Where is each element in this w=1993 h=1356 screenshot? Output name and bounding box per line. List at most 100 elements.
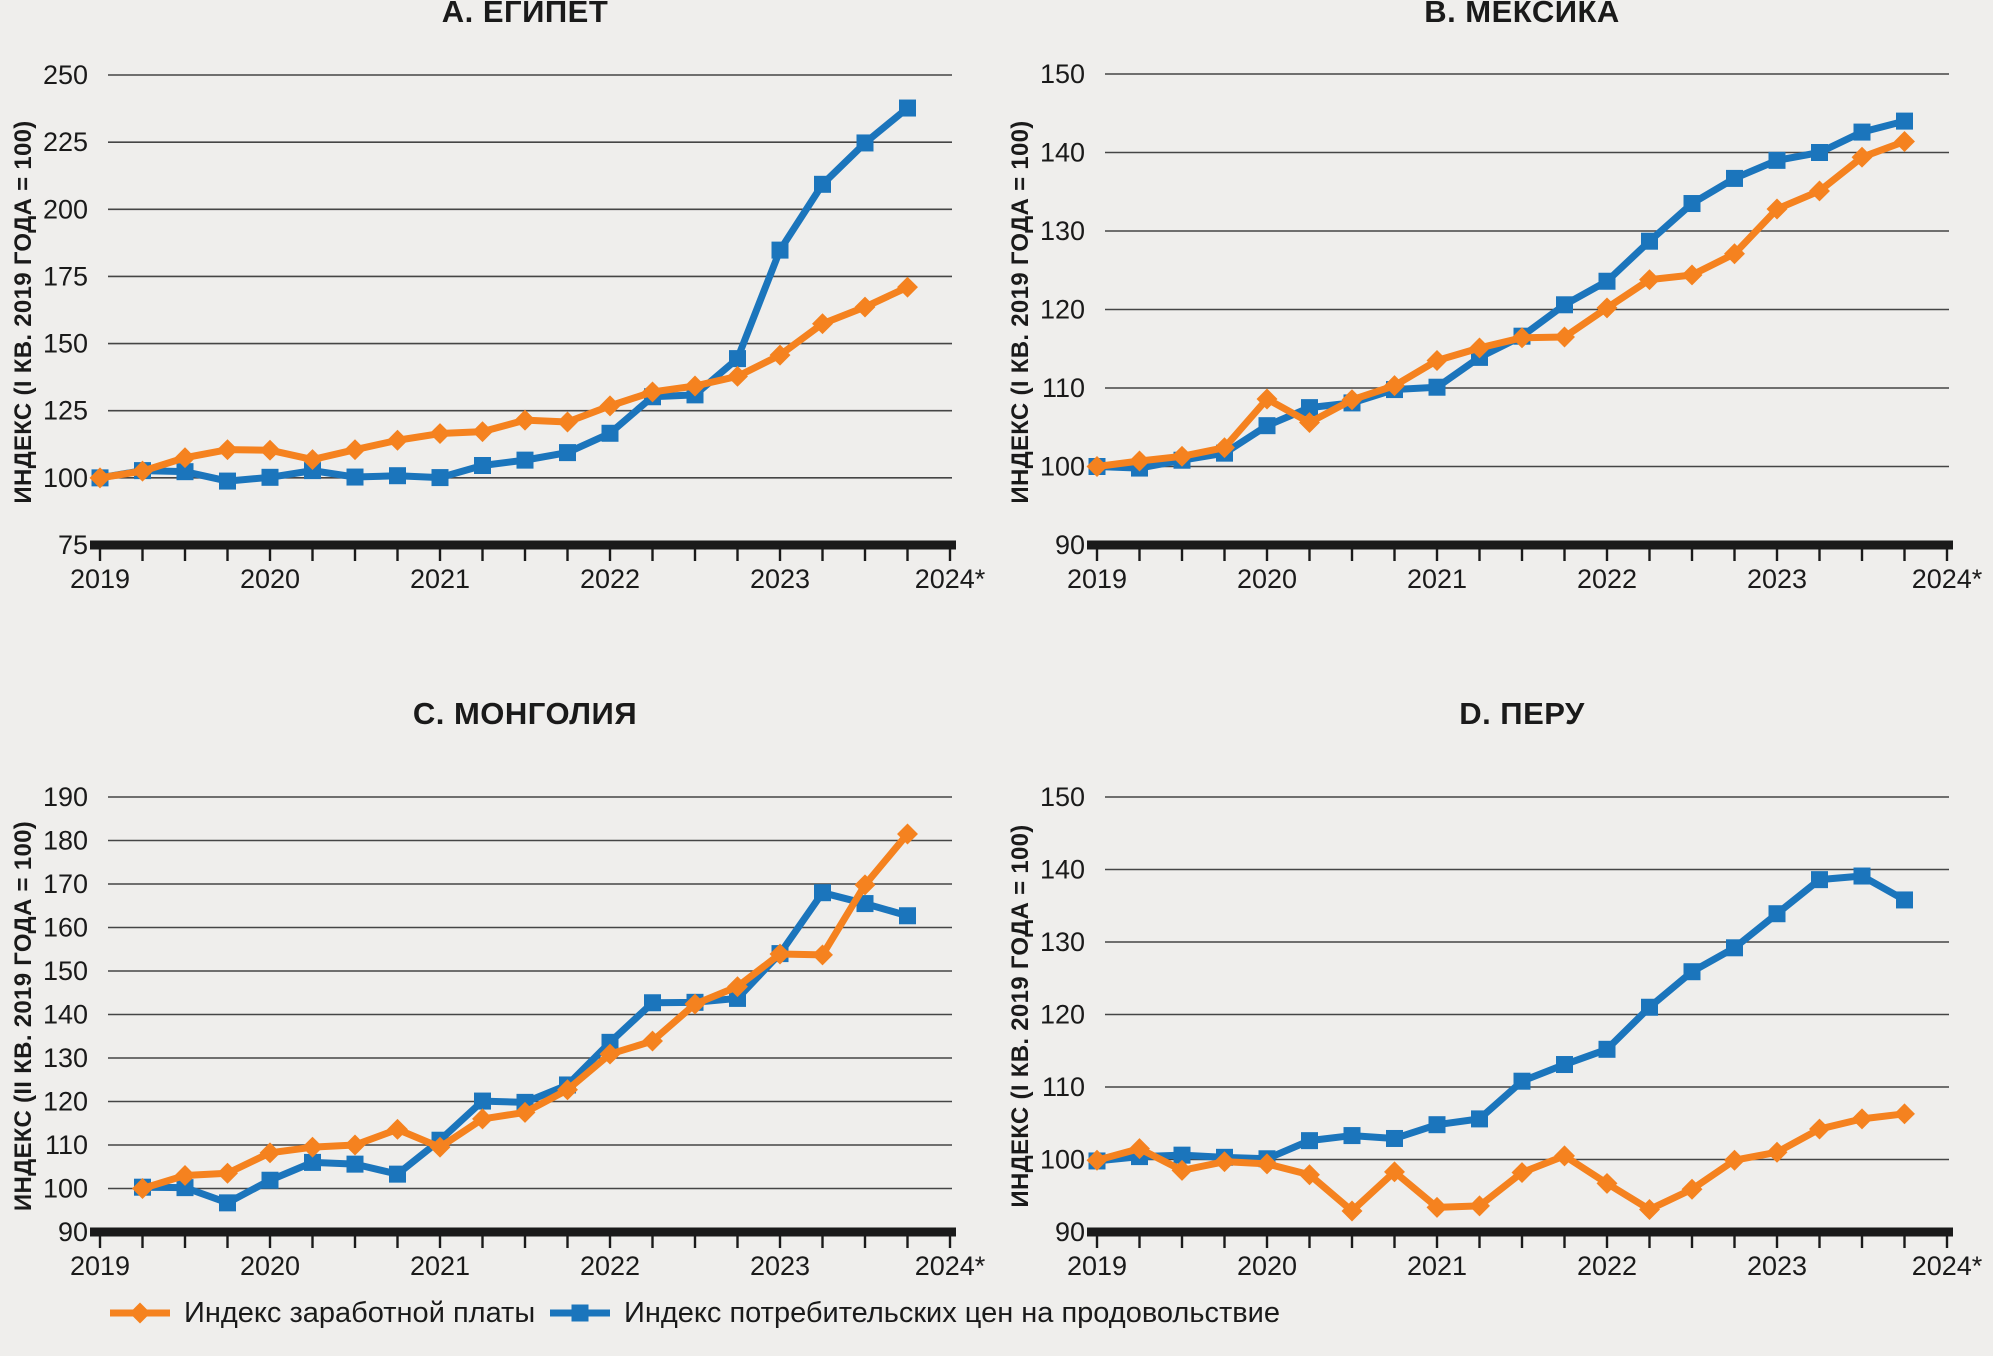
y-tick-label: 130 <box>1040 216 1085 246</box>
wage-marker <box>1639 269 1660 291</box>
wage-marker <box>599 395 621 417</box>
y-tick-label: 140 <box>1040 855 1085 885</box>
y-tick-label: 150 <box>1040 59 1085 89</box>
x-axis-line <box>1087 540 1953 550</box>
cpi-marker <box>856 895 874 913</box>
y-tick-label: 130 <box>43 1043 88 1073</box>
cpi-series <box>91 99 916 490</box>
panel-mexico: B. МЕКСИКА ИНДЕКС (I КВ. 2019 ГОДА = 100… <box>997 0 1993 660</box>
wage-marker <box>897 276 918 298</box>
wage-marker <box>1171 1159 1193 1181</box>
wage-marker <box>1086 1149 1108 1171</box>
x-tick-label: 2020 <box>240 1251 300 1281</box>
wage-line <box>1096 138 1906 470</box>
wage-marker <box>217 439 238 461</box>
y-tick-label: 120 <box>1040 1000 1085 1030</box>
cpi-marker <box>389 467 406 485</box>
wage-marker <box>1256 1153 1278 1175</box>
y-tick-label: 200 <box>43 194 88 224</box>
wage-marker <box>557 1079 578 1101</box>
wage-marker <box>1426 350 1448 371</box>
wage-diamond-icon <box>110 1302 170 1324</box>
cpi-marker <box>1683 195 1701 213</box>
y-tick-label: 150 <box>43 329 88 359</box>
cpi-marker <box>176 463 194 481</box>
wage-marker <box>1256 388 1278 410</box>
wage-marker <box>514 409 536 431</box>
wage-marker <box>557 411 578 433</box>
chart-mongolia: 90 100 110 120 130 140 150 160 170 180 190 2019 2020… <box>43 782 986 1281</box>
wage-marker <box>1384 375 1405 397</box>
cpi-marker <box>814 175 831 193</box>
y-tick-label: 175 <box>43 261 88 291</box>
x-tick-label: 2023 <box>750 564 810 594</box>
cpi-marker <box>644 994 661 1012</box>
cpi-marker <box>729 350 746 368</box>
legend-diamond-marker <box>129 1302 151 1324</box>
cpi-marker <box>346 1155 364 1173</box>
y-tick-label: 140 <box>43 1000 88 1030</box>
cpi-marker <box>729 989 746 1007</box>
x-tick-label: 2022 <box>1577 1251 1637 1281</box>
legend-item-cpi: Индекс потребительских цен на продовольс… <box>548 1296 1280 1330</box>
panel-title: A. ЕГИПЕТ <box>441 0 609 29</box>
wage-series <box>89 276 918 489</box>
cpi-square-icon <box>550 1304 610 1322</box>
y-tick-label: 130 <box>1040 927 1085 957</box>
cpi-marker <box>1683 963 1701 981</box>
wage-marker <box>1894 1103 1915 1125</box>
y-tick-label: 170 <box>43 869 88 899</box>
cpi-marker <box>1641 232 1658 250</box>
cpi-marker <box>1896 112 1913 130</box>
wage-marker <box>344 439 366 461</box>
wage-marker <box>1384 1161 1405 1183</box>
wage-marker <box>1766 198 1788 220</box>
cpi-marker <box>389 1165 406 1183</box>
cpi-series <box>1088 112 1913 477</box>
cpi-marker <box>1173 1146 1191 1164</box>
cpi-marker <box>1301 1132 1318 1150</box>
wage-marker <box>1596 297 1618 319</box>
wage-marker <box>1809 1118 1830 1140</box>
y-tick-label: 75 <box>58 530 88 560</box>
cpi-marker <box>1726 939 1743 957</box>
cpi-marker <box>559 444 576 462</box>
cpi-marker <box>1343 1127 1361 1145</box>
wage-marker <box>1511 327 1533 349</box>
y-tick-label: 125 <box>43 396 88 426</box>
wage-marker <box>1426 1196 1448 1218</box>
y-tick-label: 110 <box>1042 373 1085 403</box>
chart-egypt: 75 100 125 150 175 200 225 250 2019 2020 2021 2022 2… <box>43 60 986 594</box>
cpi-marker <box>1896 891 1913 909</box>
x-tick-label: 2024* <box>915 1251 986 1281</box>
cpi-marker <box>899 907 916 925</box>
cpi-marker <box>261 1171 279 1189</box>
cpi-marker <box>304 1153 321 1171</box>
wage-marker <box>1724 1149 1745 1171</box>
x-tick-label: 2024* <box>1912 564 1983 594</box>
y-tick-label: 225 <box>43 127 88 157</box>
wage-marker <box>387 1118 408 1140</box>
wage-marker <box>1639 1199 1660 1220</box>
cpi-marker <box>261 468 279 486</box>
cpi-marker <box>219 472 236 490</box>
cpi-marker <box>1556 1056 1573 1074</box>
wage-marker <box>1469 337 1490 359</box>
wage-marker <box>1469 1195 1490 1217</box>
y-tick-label: 180 <box>43 826 88 856</box>
cpi-marker <box>474 1092 491 1110</box>
cpi-marker <box>431 469 449 487</box>
x-axis-line <box>90 540 956 550</box>
legend-square-marker <box>571 1304 589 1322</box>
x-tick-label: 2019 <box>70 564 130 594</box>
wage-marker <box>1086 456 1108 477</box>
panel-title: B. МЕКСИКА <box>1424 0 1620 29</box>
cpi-marker <box>1428 1116 1446 1134</box>
x-tick-label: 2022 <box>580 564 640 594</box>
cpi-marker <box>1556 296 1573 314</box>
panel-peru: D. ПЕРУ ИНДЕКС (I КВ. 2019 ГОДА = 100) 9… <box>997 680 1993 1320</box>
cpi-marker <box>856 134 874 152</box>
wage-marker <box>514 1101 536 1123</box>
wage-marker <box>897 823 918 845</box>
